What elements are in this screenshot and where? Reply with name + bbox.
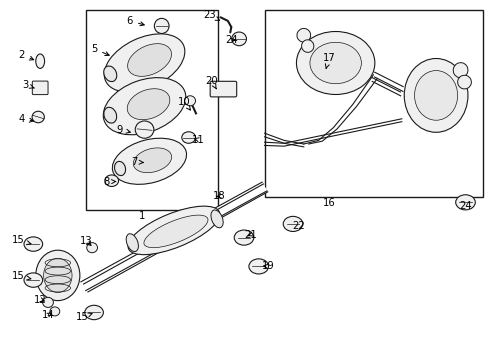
- Ellipse shape: [43, 297, 53, 307]
- Text: 15: 15: [12, 235, 31, 246]
- Ellipse shape: [87, 243, 98, 253]
- Ellipse shape: [115, 161, 125, 176]
- Polygon shape: [372, 72, 403, 92]
- Ellipse shape: [112, 138, 187, 184]
- Ellipse shape: [415, 71, 458, 120]
- Text: 15: 15: [76, 312, 92, 322]
- Ellipse shape: [24, 273, 43, 287]
- Ellipse shape: [154, 18, 169, 33]
- Ellipse shape: [133, 148, 171, 173]
- Text: 2: 2: [18, 50, 34, 60]
- Text: 10: 10: [177, 96, 191, 110]
- Ellipse shape: [404, 58, 468, 132]
- Text: 16: 16: [323, 198, 336, 208]
- Ellipse shape: [458, 75, 471, 89]
- Ellipse shape: [104, 107, 117, 123]
- Text: 20: 20: [205, 76, 218, 89]
- Ellipse shape: [310, 42, 362, 84]
- Polygon shape: [84, 184, 268, 292]
- Bar: [265, 10, 483, 197]
- Ellipse shape: [182, 132, 196, 143]
- Text: 18: 18: [213, 191, 226, 201]
- Ellipse shape: [127, 44, 172, 76]
- Ellipse shape: [128, 206, 220, 255]
- Polygon shape: [372, 77, 403, 96]
- Ellipse shape: [104, 34, 185, 92]
- Ellipse shape: [249, 259, 269, 274]
- Ellipse shape: [453, 63, 468, 78]
- Text: 24: 24: [225, 35, 238, 45]
- FancyBboxPatch shape: [32, 81, 48, 95]
- Text: 11: 11: [192, 135, 205, 145]
- Ellipse shape: [232, 32, 246, 46]
- Ellipse shape: [103, 78, 186, 135]
- Text: 23: 23: [203, 10, 220, 21]
- Ellipse shape: [211, 210, 223, 228]
- Text: 12: 12: [34, 294, 47, 305]
- Ellipse shape: [185, 96, 196, 106]
- Ellipse shape: [127, 89, 170, 120]
- Bar: [86, 10, 218, 210]
- Ellipse shape: [297, 28, 311, 42]
- Text: 5: 5: [91, 44, 109, 55]
- Ellipse shape: [24, 237, 43, 251]
- Ellipse shape: [104, 66, 117, 82]
- Ellipse shape: [36, 54, 45, 68]
- Text: 24: 24: [459, 201, 472, 211]
- Text: 7: 7: [131, 157, 144, 167]
- Ellipse shape: [105, 175, 119, 186]
- Text: 19: 19: [262, 261, 275, 271]
- Ellipse shape: [456, 195, 475, 210]
- Ellipse shape: [50, 307, 60, 316]
- Text: 6: 6: [126, 16, 144, 26]
- Text: 14: 14: [42, 310, 54, 320]
- Text: 15: 15: [12, 271, 31, 282]
- Ellipse shape: [301, 40, 314, 52]
- Polygon shape: [81, 182, 267, 291]
- Text: 21: 21: [245, 230, 257, 240]
- Text: 22: 22: [293, 221, 305, 231]
- Ellipse shape: [85, 305, 103, 320]
- Ellipse shape: [135, 121, 154, 138]
- Text: 3: 3: [23, 80, 34, 90]
- Ellipse shape: [44, 258, 72, 292]
- Text: 8: 8: [104, 177, 116, 187]
- Text: 17: 17: [323, 53, 336, 68]
- Text: 9: 9: [117, 125, 130, 135]
- Ellipse shape: [32, 111, 44, 123]
- Text: 1: 1: [139, 211, 146, 221]
- Ellipse shape: [234, 230, 254, 245]
- Text: 4: 4: [19, 114, 33, 124]
- Ellipse shape: [296, 31, 375, 94]
- FancyBboxPatch shape: [210, 81, 237, 97]
- Ellipse shape: [126, 234, 138, 252]
- Ellipse shape: [144, 215, 208, 248]
- Text: 13: 13: [79, 236, 92, 246]
- Ellipse shape: [283, 216, 303, 231]
- Ellipse shape: [36, 250, 80, 301]
